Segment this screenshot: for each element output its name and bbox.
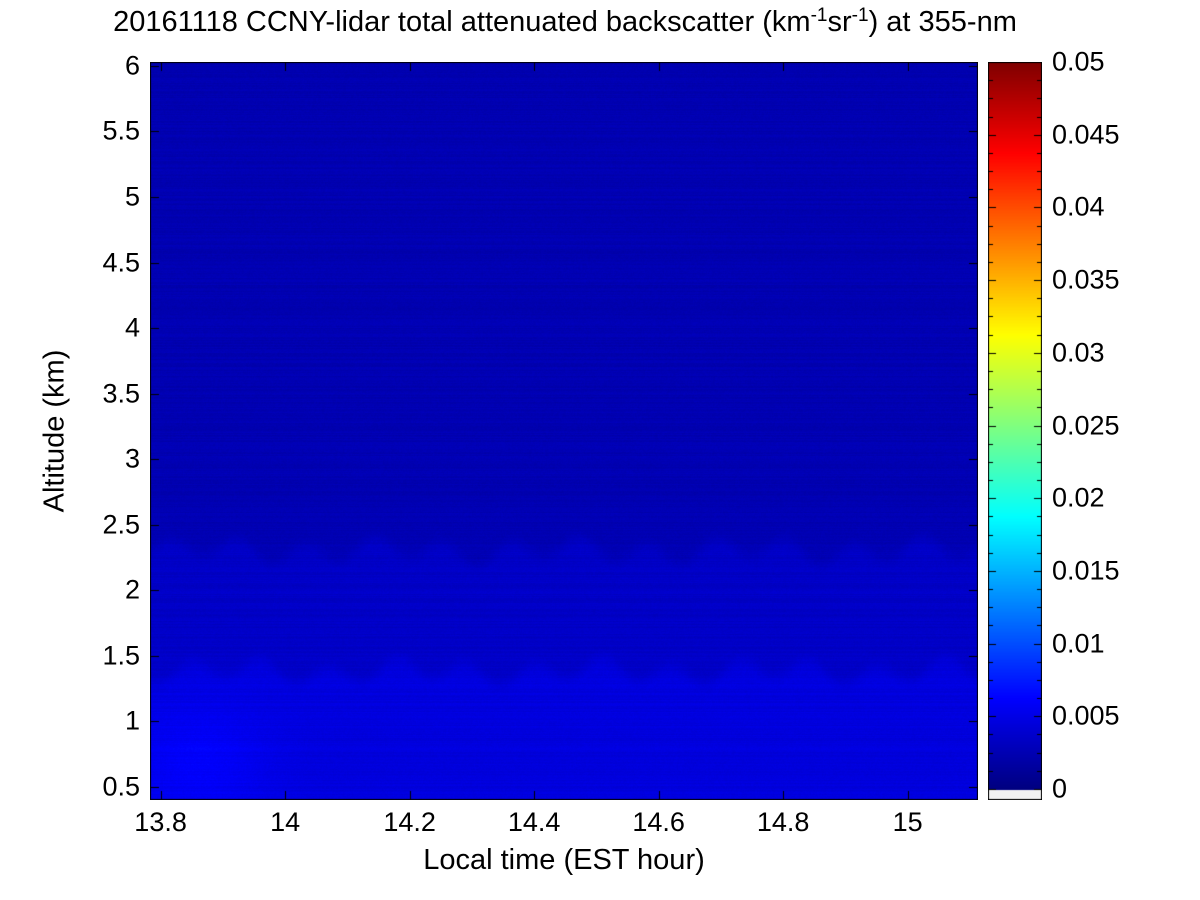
y-tick-label: 5.5 — [102, 115, 140, 146]
colorbar-canvas — [988, 62, 1042, 800]
y-tick-label: 2.5 — [102, 509, 140, 540]
y-tick-label: 4 — [124, 312, 140, 343]
y-tick-label: 1.5 — [102, 640, 140, 671]
sr-exponent: -1 — [851, 5, 869, 26]
colorbar-tick-label: 0.025 — [1052, 410, 1120, 440]
chart-title: 20161118 CCNY-lidar total attenuated bac… — [0, 6, 1130, 39]
y-tick-label: 2 — [124, 574, 140, 605]
x-tick-label: 14.2 — [383, 807, 436, 837]
colorbar-tick-label: 0.02 — [1052, 482, 1105, 513]
title-mid: sr — [827, 6, 852, 38]
km-exponent: -1 — [810, 5, 828, 26]
y-tick-label: 0.5 — [102, 771, 140, 802]
title-suffix: ) at 355-nm — [868, 6, 1017, 38]
colorbar-tick-label: 0.005 — [1052, 700, 1120, 731]
x-axis-label: Local time (EST hour) — [423, 844, 705, 876]
colorbar-tick-label: 0.03 — [1052, 337, 1105, 368]
y-tick-label: 3 — [124, 443, 140, 474]
x-tick-label: 14 — [270, 807, 301, 837]
x-tick-label: 14.6 — [632, 807, 685, 837]
x-tick-label: 14.4 — [507, 807, 561, 837]
colorbar-tick-label: 0.04 — [1052, 191, 1105, 222]
y-tick-label: 4.5 — [102, 247, 140, 278]
x-tick-label: 13.8 — [134, 807, 187, 837]
colorbar-tick-label: 0.035 — [1052, 264, 1120, 295]
y-tick-label: 1 — [124, 705, 140, 736]
heatmap-canvas — [150, 62, 978, 800]
y-axis-label: Altitude (km) — [38, 349, 71, 513]
y-tick-label: 5 — [124, 181, 140, 212]
title-prefix: 20161118 CCNY-lidar total attenuated bac… — [113, 6, 811, 38]
colorbar-tick-label: 0.045 — [1052, 119, 1120, 150]
x-tick-label: 15 — [892, 807, 923, 837]
x-tick-label: 14.8 — [756, 807, 810, 837]
y-tick-label: 6 — [124, 50, 140, 81]
y-tick-label: 3.5 — [102, 378, 140, 409]
colorbar-tick-label: 0.015 — [1052, 555, 1120, 586]
colorbar-tick-label: 0.01 — [1052, 628, 1105, 659]
colorbar-tick-label: 0.05 — [1052, 46, 1105, 77]
colorbar-tick-label: 0 — [1052, 773, 1068, 804]
